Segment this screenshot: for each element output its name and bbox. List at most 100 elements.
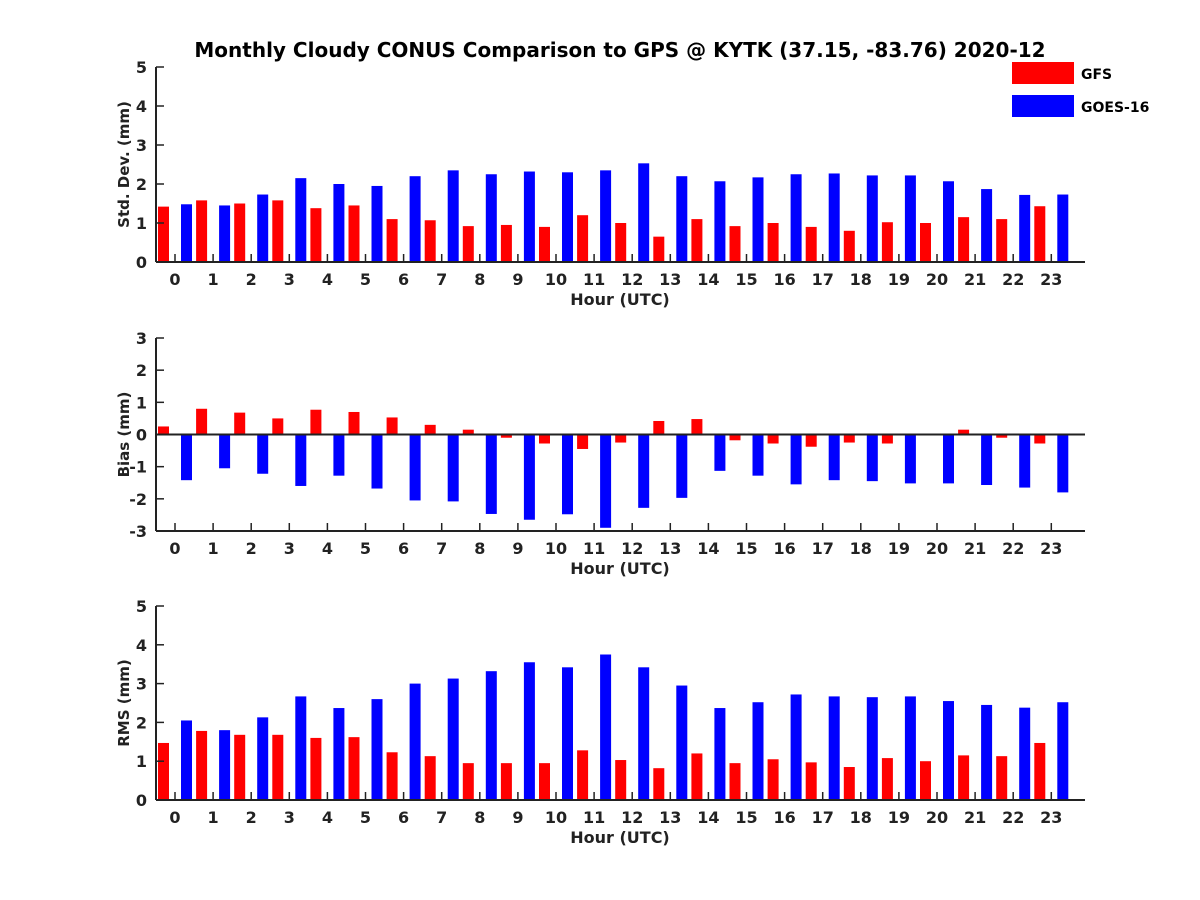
x-tick-label: 2 <box>246 808 257 827</box>
bar-goes16-hour-6 <box>409 434 421 501</box>
bar-goes16-hour-0 <box>181 434 192 481</box>
x-tick-label: 20 <box>926 270 948 289</box>
x-tick-label: 20 <box>926 808 948 827</box>
bar-goes16-hour-23 <box>1057 434 1069 493</box>
chart-title: Monthly Cloudy CONUS Comparison to GPS @… <box>194 38 1045 62</box>
legend-label-gfs: GFS <box>1081 67 1112 83</box>
bar-gfs-hour-12 <box>615 434 627 443</box>
x-tick-label: 8 <box>474 808 485 827</box>
x-tick-label: 8 <box>474 270 485 289</box>
bar-goes16-hour-7 <box>447 170 459 262</box>
bar-gfs-hour-12 <box>615 223 627 262</box>
bar-goes16-hour-16 <box>790 434 802 485</box>
bar-gfs-hour-20 <box>920 761 931 800</box>
bar-goes16-hour-10 <box>562 172 573 262</box>
bar-goes16-hour-6 <box>409 176 421 262</box>
x-tick-label: 11 <box>583 270 605 289</box>
bar-goes16-hour-4 <box>333 434 345 476</box>
bar-goes16-hour-7 <box>447 678 459 800</box>
bar-gfs-hour-19 <box>881 434 893 444</box>
x-tick-label: 9 <box>512 270 523 289</box>
bar-gfs-hour-13 <box>653 236 665 262</box>
bar-gfs-hour-1 <box>196 730 208 800</box>
y-axis-title: Bias (mm) <box>115 392 133 478</box>
bar-goes16-hour-3 <box>295 178 307 262</box>
x-tick-label: 11 <box>583 808 605 827</box>
bar-gfs-hour-18 <box>843 767 855 800</box>
bar-goes16-hour-7 <box>447 434 459 502</box>
x-tick-label: 10 <box>545 539 567 558</box>
x-tick-label: 15 <box>735 539 757 558</box>
bar-goes16-hour-16 <box>790 694 802 800</box>
bar-gfs-hour-21 <box>958 429 970 435</box>
x-tick-label: 15 <box>735 270 757 289</box>
bar-goes16-hour-13 <box>676 685 688 800</box>
x-tick-label: 16 <box>773 270 795 289</box>
x-tick-label: 19 <box>888 808 910 827</box>
x-tick-label: 18 <box>850 808 872 827</box>
bar-gfs-hour-0 <box>158 426 169 435</box>
bar-gfs-hour-23 <box>1034 206 1046 262</box>
bar-goes16-hour-23 <box>1057 194 1069 262</box>
bar-goes16-hour-19 <box>904 175 916 262</box>
y-tick-label: -1 <box>129 458 147 477</box>
x-tick-label: 23 <box>1040 270 1062 289</box>
x-tick-label: 6 <box>398 539 409 558</box>
bar-gfs-hour-7 <box>424 220 436 262</box>
bar-gfs-hour-19 <box>881 222 893 262</box>
x-tick-label: 2 <box>246 539 257 558</box>
bar-goes16-hour-14 <box>714 434 726 471</box>
bar-goes16-hour-11 <box>600 434 612 528</box>
bar-goes16-hour-5 <box>371 185 383 262</box>
legend-label-goes16: GOES-16 <box>1081 100 1149 116</box>
bar-gfs-hour-1 <box>196 408 208 435</box>
y-tick-label: 1 <box>136 393 147 412</box>
bar-gfs-hour-3 <box>272 200 284 262</box>
x-tick-label: 7 <box>436 270 447 289</box>
x-tick-label: 11 <box>583 539 605 558</box>
bar-gfs-hour-9 <box>500 224 512 262</box>
bar-goes16-hour-15 <box>752 434 764 476</box>
bar-goes16-hour-11 <box>600 170 612 262</box>
bar-goes16-hour-10 <box>562 434 573 515</box>
bar-goes16-hour-18 <box>866 434 878 482</box>
bar-gfs-hour-19 <box>881 758 893 800</box>
bar-gfs-hour-0 <box>158 206 169 262</box>
x-tick-label: 5 <box>360 270 371 289</box>
bar-gfs-hour-13 <box>653 768 665 800</box>
bar-gfs-hour-8 <box>462 763 474 800</box>
bar-gfs-hour-6 <box>386 752 398 800</box>
x-tick-label: 4 <box>322 539 333 558</box>
y-tick-label: 2 <box>136 175 147 194</box>
bar-gfs-hour-20 <box>920 223 931 262</box>
bar-goes16-hour-8 <box>485 671 497 800</box>
bar-goes16-hour-15 <box>752 702 764 800</box>
bar-gfs-hour-6 <box>386 219 398 262</box>
bar-goes16-hour-18 <box>866 175 878 262</box>
bar-gfs-hour-18 <box>843 434 855 443</box>
x-tick-label: 18 <box>850 539 872 558</box>
bar-gfs-hour-11 <box>577 215 589 262</box>
x-tick-label: 4 <box>322 270 333 289</box>
x-tick-label: 3 <box>284 539 295 558</box>
x-tick-label: 19 <box>888 270 910 289</box>
x-tick-label: 14 <box>697 808 719 827</box>
bar-goes16-hour-21 <box>981 189 993 262</box>
bar-goes16-hour-17 <box>828 434 840 481</box>
bar-gfs-hour-10 <box>539 434 550 444</box>
x-tick-label: 1 <box>208 539 219 558</box>
bar-gfs-hour-9 <box>500 763 512 800</box>
bar-gfs-hour-8 <box>462 226 474 262</box>
bar-goes16-hour-0 <box>181 720 192 800</box>
bar-goes16-hour-8 <box>485 174 497 262</box>
x-tick-label: 4 <box>322 808 333 827</box>
bar-gfs-hour-16 <box>767 759 779 800</box>
x-tick-label: 1 <box>208 808 219 827</box>
x-axis-title: Hour (UTC) <box>570 828 670 847</box>
bar-gfs-hour-0 <box>158 742 169 800</box>
bar-gfs-hour-9 <box>500 434 512 438</box>
bar-goes16-hour-4 <box>333 184 345 262</box>
y-tick-label: -3 <box>129 522 147 541</box>
